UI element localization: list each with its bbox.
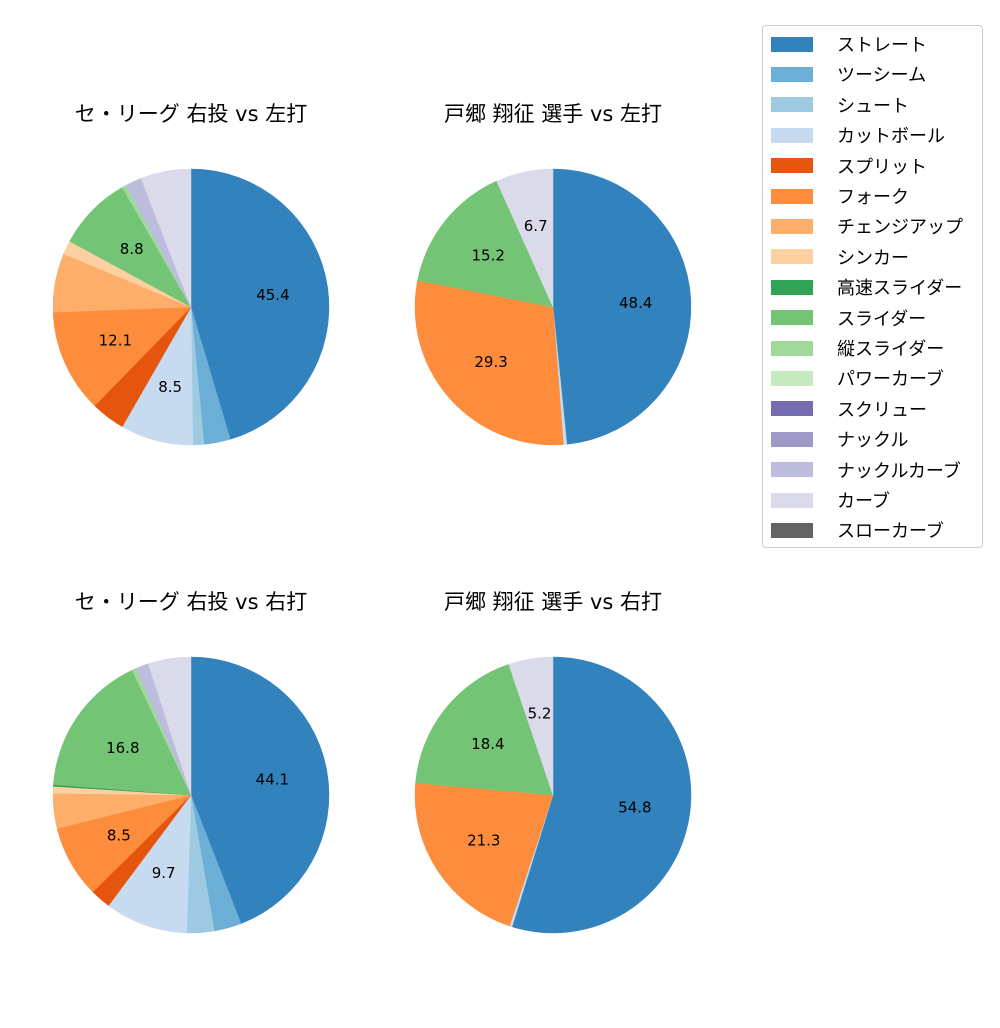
slice-value-label: 15.2 [472, 246, 505, 264]
legend-label: 高速スライダー [837, 278, 963, 300]
legend-swatch [771, 522, 813, 538]
legend-item: フォーク [771, 184, 909, 208]
pie-panel-player-vs-right: 戸郷 翔征 選手 vs 右打 54.8 21.3 18.4 5.2 [393, 588, 713, 1028]
pie-slice [140, 168, 192, 308]
pie-panel-league-vs-right: セ・リーグ 右投 vs 右打 44.1 9.7 8.5 16.8 [31, 588, 351, 1028]
slice-value-label: 9.7 [152, 864, 176, 882]
pie-slice [108, 794, 192, 934]
legend-item: シンカー [771, 245, 909, 269]
legend-item: カーブ [771, 488, 890, 512]
legend-item: スローカーブ [771, 518, 944, 542]
pie-slice [52, 306, 192, 407]
pie-panel-player-vs-left: 戸郷 翔征 選手 vs 左打 48.4 29.3 15.2 6.7 [393, 100, 713, 540]
slice-value-label: 12.1 [99, 332, 132, 350]
slice-value-label: 5.2 [528, 704, 552, 722]
pie-slice [53, 669, 192, 796]
legend-item: カットボール [771, 123, 945, 147]
legend-swatch [771, 340, 813, 356]
legend-item: ツーシーム [771, 62, 926, 86]
slice-value-label: 54.8 [618, 798, 651, 816]
legend-label: ストレート [837, 35, 927, 56]
pie-slice [415, 663, 554, 796]
slice-value-label: 8.5 [158, 378, 182, 396]
chart-title: セ・リーグ 右投 vs 左打 [74, 102, 308, 126]
pie-slice [148, 656, 192, 796]
pie-slice [190, 168, 330, 440]
legend-label: スローカーブ [837, 521, 944, 543]
legend-label: スライダー [837, 308, 927, 330]
slice-value-label: 16.8 [106, 739, 139, 757]
legend-label: チェンジアップ [837, 217, 963, 239]
legend-item: スプリット [771, 154, 927, 178]
legend-swatch [771, 370, 813, 386]
legend-label: パワーカーブ [837, 369, 944, 391]
slice-value-label: 6.7 [524, 217, 548, 235]
pie-slice [496, 168, 554, 308]
legend-label: ナックル [837, 430, 909, 452]
slice-value-label: 29.3 [474, 353, 507, 371]
pie-slice [552, 168, 692, 445]
slice-value-label: 44.1 [256, 771, 289, 789]
chart-title: 戸郷 翔征 選手 vs 右打 [443, 590, 663, 614]
legend-swatch [771, 401, 813, 417]
pie-chart: 48.4 29.3 15.2 6.7 [414, 168, 692, 446]
slice-value-label: 45.4 [256, 286, 289, 304]
legend-swatch [771, 249, 813, 265]
legend-item: 高速スライダー [771, 275, 962, 299]
legend-swatch [771, 310, 813, 326]
legend-label: スプリット [837, 156, 927, 178]
legend-item: 縦スライダー [771, 336, 944, 360]
legend-swatch [771, 36, 813, 52]
legend-swatch [771, 127, 813, 143]
legend-swatch [771, 218, 813, 234]
legend-swatch [771, 462, 813, 478]
legend-item: ナックルカーブ [771, 458, 961, 482]
pie-slice [414, 279, 564, 446]
slice-value-label: 21.3 [467, 831, 500, 849]
chart-title: 戸郷 翔征 選手 vs 左打 [443, 102, 663, 126]
legend-label: ツーシーム [837, 65, 927, 87]
legend-label: シュート [837, 95, 909, 117]
legend-swatch [771, 158, 813, 174]
slice-value-label: 8.8 [120, 240, 144, 258]
pie-slice [508, 656, 554, 796]
legend-swatch [771, 431, 813, 447]
legend-item: シュート [771, 93, 909, 117]
legend-swatch [771, 188, 813, 204]
slice-value-label: 48.4 [619, 294, 652, 312]
pie-chart: 54.8 21.3 18.4 5.2 [414, 656, 692, 934]
legend-item: パワーカーブ [771, 366, 944, 390]
legend-swatch [771, 66, 813, 82]
legend-label: ナックルカーブ [837, 460, 961, 482]
legend-item: ストレート [771, 32, 927, 56]
legend-item: スライダー [771, 306, 926, 330]
slice-value-label: 18.4 [471, 735, 504, 753]
pie-slice [511, 656, 692, 934]
legend-item: チェンジアップ [771, 214, 963, 238]
pie-chart: 45.4 8.5 12.1 8.8 [52, 168, 330, 446]
legend-item: スクリュー [771, 397, 927, 421]
legend-item: ナックル [771, 427, 908, 451]
legend-label: カーブ [837, 491, 890, 512]
pie-slice [417, 180, 554, 308]
legend-swatch [771, 97, 813, 113]
pie-slice [414, 782, 554, 927]
legend-label: カットボール [837, 126, 945, 148]
legend: ストレートツーシームシュートカットボール スプリットフォークチェンジアップ シンカー… [762, 25, 983, 548]
legend-swatch [771, 492, 813, 508]
pie-chart: 44.1 9.7 8.5 16.8 [52, 656, 330, 934]
legend-label: シンカー [837, 247, 909, 269]
pie-panel-league-vs-left: セ・リーグ 右投 vs 左打 45.4 8.5 12.1 8.8 [31, 100, 351, 540]
legend-label: スクリュー [837, 399, 927, 421]
pie-slice [190, 656, 330, 924]
slice-value-label: 8.5 [107, 827, 131, 845]
chart-title: セ・リーグ 右投 vs 右打 [74, 590, 308, 614]
legend-label: フォーク [837, 187, 909, 208]
legend-swatch [771, 279, 813, 295]
legend-label: 縦スライダー [837, 339, 945, 360]
